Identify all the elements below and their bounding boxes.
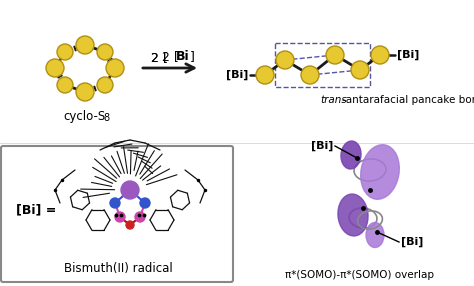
Text: 8: 8 xyxy=(103,113,109,123)
Text: 2 [: 2 [ xyxy=(162,51,178,63)
Text: Bismuth(II) radical: Bismuth(II) radical xyxy=(64,262,173,275)
Text: -antarafacial pancake bond: -antarafacial pancake bond xyxy=(342,95,474,105)
Circle shape xyxy=(110,198,120,208)
Circle shape xyxy=(135,212,145,222)
Text: 2 [: 2 [ xyxy=(151,51,168,65)
Circle shape xyxy=(301,66,319,84)
Circle shape xyxy=(121,181,139,199)
Ellipse shape xyxy=(366,223,384,247)
Text: [Bi]: [Bi] xyxy=(401,237,423,247)
Circle shape xyxy=(57,44,73,60)
Circle shape xyxy=(140,198,150,208)
Circle shape xyxy=(97,77,113,93)
Circle shape xyxy=(76,36,94,54)
Circle shape xyxy=(57,77,73,93)
Text: π*(SOMO)-π*(SOMO) overlap: π*(SOMO)-π*(SOMO) overlap xyxy=(285,270,435,280)
Text: [Bi]: [Bi] xyxy=(310,141,333,151)
Circle shape xyxy=(276,51,294,69)
Circle shape xyxy=(106,59,124,77)
Circle shape xyxy=(46,59,64,77)
FancyBboxPatch shape xyxy=(1,146,233,282)
Circle shape xyxy=(97,44,113,60)
Ellipse shape xyxy=(361,145,399,199)
Circle shape xyxy=(115,212,125,222)
Text: trans: trans xyxy=(320,95,347,105)
Circle shape xyxy=(351,61,369,79)
Circle shape xyxy=(126,221,134,229)
Ellipse shape xyxy=(338,194,368,236)
Ellipse shape xyxy=(341,141,361,169)
Text: [Bi]: [Bi] xyxy=(226,70,248,80)
Text: ]: ] xyxy=(190,51,194,63)
Circle shape xyxy=(326,46,344,64)
Text: cyclo-S: cyclo-S xyxy=(64,110,106,123)
Text: [Bi] =: [Bi] = xyxy=(16,204,56,217)
Text: 2 [: 2 [ xyxy=(151,51,168,65)
Circle shape xyxy=(256,66,274,84)
Circle shape xyxy=(371,46,389,64)
Text: [Bi]: [Bi] xyxy=(397,50,419,60)
Circle shape xyxy=(76,83,94,101)
Text: Bi: Bi xyxy=(176,51,190,63)
